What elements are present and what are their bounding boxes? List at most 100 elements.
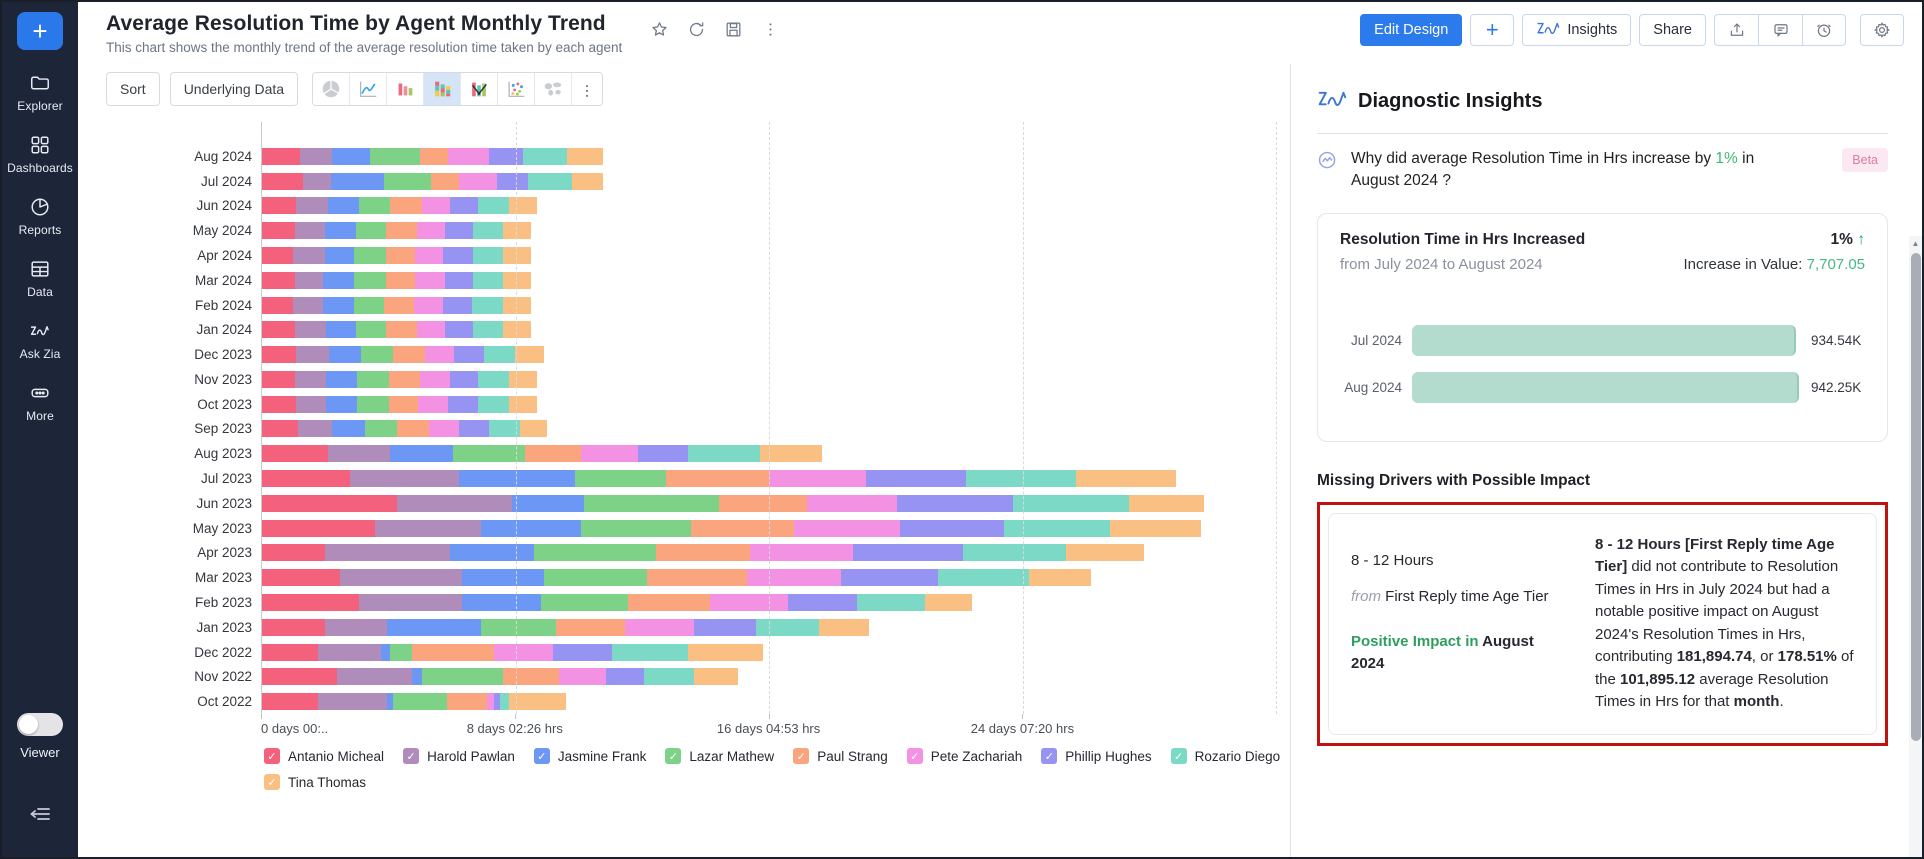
bar-segment[interactable] — [327, 445, 391, 463]
bar-segment[interactable] — [524, 445, 582, 463]
bar-segment[interactable] — [262, 420, 298, 438]
map-chart-button[interactable] — [535, 73, 573, 105]
bar-segment[interactable] — [768, 470, 866, 488]
bar-segment[interactable] — [421, 197, 450, 215]
bar-segment[interactable] — [388, 370, 420, 388]
bar-segment[interactable] — [449, 197, 478, 215]
bar-segment[interactable] — [355, 321, 386, 339]
bar-segment[interactable] — [449, 370, 478, 388]
stacked-bar[interactable] — [262, 197, 1276, 215]
bar-segment[interactable] — [515, 346, 544, 364]
insights-button[interactable]: Insights — [1522, 14, 1632, 46]
bar-segment[interactable] — [294, 370, 327, 388]
bar-segment[interactable] — [262, 618, 325, 636]
bar-segment[interactable] — [624, 618, 694, 636]
sidebar-item-reports[interactable]: Reports — [2, 196, 78, 237]
bar-segment[interactable] — [294, 321, 327, 339]
bar-segment[interactable] — [646, 569, 748, 587]
bar-segment[interactable] — [1003, 519, 1111, 537]
refresh-button[interactable] — [687, 20, 706, 39]
stacked-bar[interactable] — [262, 172, 1276, 190]
bar-segment[interactable] — [326, 321, 356, 339]
bar-segment[interactable] — [865, 470, 967, 488]
bar-segment[interactable] — [396, 420, 430, 438]
bar-segment[interactable] — [387, 693, 394, 711]
stacked-bar[interactable] — [262, 346, 1276, 364]
save-button[interactable] — [724, 20, 743, 39]
bar-segment[interactable] — [355, 222, 386, 240]
bar-segment[interactable] — [856, 593, 926, 611]
bar-segment[interactable] — [571, 172, 604, 190]
chart-type-more-button[interactable] — [572, 73, 603, 105]
bar-segment[interactable] — [262, 395, 297, 413]
bar-segment[interactable] — [502, 668, 560, 686]
bar-segment[interactable] — [612, 643, 688, 661]
bar-segment[interactable] — [388, 395, 419, 413]
bar-segment[interactable] — [925, 593, 973, 611]
bar-segment[interactable] — [1128, 494, 1204, 512]
bar-segment[interactable] — [412, 643, 494, 661]
bar-segment[interactable] — [330, 172, 385, 190]
bar-segment[interactable] — [512, 494, 585, 512]
mini-bar[interactable] — [1412, 371, 1799, 403]
bar-segment[interactable] — [296, 197, 328, 215]
bar-segment[interactable] — [324, 544, 450, 562]
legend-item[interactable]: ✓ Paul Strang — [793, 748, 888, 764]
line-chart-button[interactable] — [350, 73, 388, 105]
bar-segment[interactable] — [818, 618, 870, 636]
bar-segment[interactable] — [430, 172, 460, 190]
bar-segment[interactable] — [360, 346, 394, 364]
bar-segment[interactable] — [462, 593, 541, 611]
bar-segment[interactable] — [332, 147, 370, 165]
bar-segment[interactable] — [327, 197, 359, 215]
bar-segment[interactable] — [747, 569, 841, 587]
bar-segment[interactable] — [559, 668, 607, 686]
bar-segment[interactable] — [384, 296, 414, 314]
stacked-bar[interactable] — [262, 147, 1276, 165]
bar-segment[interactable] — [262, 370, 295, 388]
stacked-bar[interactable] — [262, 247, 1276, 265]
clock-button[interactable] — [1802, 14, 1846, 46]
bar-segment[interactable] — [396, 494, 513, 512]
bar-segment[interactable] — [687, 445, 760, 463]
add-button[interactable]: + — [17, 12, 63, 50]
bar-segment[interactable] — [418, 395, 449, 413]
legend-item[interactable]: ✓ Harold Pawlan — [403, 748, 515, 764]
bar-segment[interactable] — [534, 544, 657, 562]
settings-button[interactable] — [1860, 14, 1904, 46]
bar-segment[interactable] — [390, 643, 413, 661]
bar-segment[interactable] — [473, 222, 503, 240]
legend-item[interactable]: ✓ Antanio Micheal — [264, 748, 384, 764]
bar-segment[interactable] — [357, 370, 389, 388]
bar-segment[interactable] — [299, 147, 333, 165]
bar-segment[interactable] — [520, 420, 547, 438]
scrollbar-up-arrow[interactable]: ▲ — [1911, 239, 1920, 248]
bar-segment[interactable] — [509, 197, 538, 215]
stacked-bar[interactable] — [262, 544, 1276, 562]
bar-segment[interactable] — [1028, 569, 1092, 587]
bar-segment[interactable] — [445, 222, 474, 240]
bar-segment[interactable] — [448, 395, 478, 413]
bar-segment[interactable] — [359, 593, 463, 611]
combo-chart-button[interactable] — [461, 73, 499, 105]
bar-segment[interactable] — [354, 271, 386, 289]
stacked-bar[interactable] — [262, 470, 1276, 488]
bar-segment[interactable] — [452, 445, 525, 463]
bar-segment[interactable] — [581, 519, 691, 537]
bar-segment[interactable] — [484, 346, 516, 364]
pie-chart-button[interactable] — [313, 73, 351, 105]
stacked-bar[interactable] — [262, 519, 1276, 537]
legend-checkbox-icon[interactable]: ✓ — [665, 748, 682, 764]
bar-segment[interactable] — [509, 370, 538, 388]
bar-segment[interactable] — [262, 172, 303, 190]
bar-chart-button[interactable] — [387, 73, 425, 105]
bar-segment[interactable] — [262, 470, 350, 488]
bar-segment[interactable] — [481, 519, 582, 537]
bar-segment[interactable] — [262, 271, 295, 289]
bar-segment[interactable] — [262, 247, 294, 265]
bar-segment[interactable] — [488, 147, 524, 165]
bar-segment[interactable] — [665, 470, 769, 488]
bar-segment[interactable] — [416, 222, 446, 240]
bar-segment[interactable] — [473, 247, 503, 265]
legend-item[interactable]: ✓ Rozario Diego — [1170, 748, 1280, 764]
